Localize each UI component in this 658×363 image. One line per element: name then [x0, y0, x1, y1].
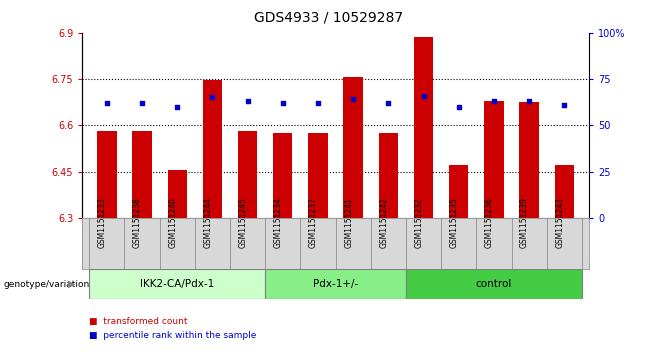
Bar: [238, 131, 257, 218]
Bar: [309, 133, 328, 218]
Point: [559, 102, 570, 108]
Point: [453, 104, 464, 110]
Text: GSM1151235: GSM1151235: [449, 197, 459, 248]
Bar: [273, 133, 292, 218]
Point: [348, 97, 359, 102]
Text: ■  transformed count: ■ transformed count: [89, 317, 188, 326]
Bar: [484, 101, 503, 218]
Bar: [265, 269, 406, 299]
Point: [242, 98, 253, 104]
Text: GSM1151242: GSM1151242: [380, 197, 388, 248]
Bar: [89, 269, 265, 299]
Point: [172, 104, 182, 110]
Point: [313, 100, 323, 106]
Point: [101, 100, 112, 106]
Text: genotype/variation: genotype/variation: [3, 280, 89, 289]
Text: GSM1151232: GSM1151232: [415, 197, 424, 248]
Text: GSM1151238: GSM1151238: [133, 197, 142, 248]
Bar: [414, 37, 433, 218]
Bar: [449, 166, 468, 218]
Bar: [379, 133, 398, 218]
Text: GSM1151241: GSM1151241: [344, 197, 353, 248]
Bar: [168, 170, 187, 218]
Text: ■  percentile rank within the sample: ■ percentile rank within the sample: [89, 331, 256, 340]
Text: GDS4933 / 10529287: GDS4933 / 10529287: [255, 11, 403, 25]
Bar: [132, 131, 152, 218]
Bar: [203, 81, 222, 218]
Text: GSM1151234: GSM1151234: [274, 197, 283, 248]
Text: GSM1151237: GSM1151237: [309, 197, 318, 248]
Point: [383, 100, 393, 106]
Text: GSM1151240: GSM1151240: [168, 197, 177, 248]
Text: IKK2-CA/Pdx-1: IKK2-CA/Pdx-1: [140, 279, 215, 289]
Bar: [555, 166, 574, 218]
Text: GSM1151244: GSM1151244: [203, 197, 213, 248]
Text: ▶: ▶: [68, 279, 76, 289]
Text: GSM1151243: GSM1151243: [555, 197, 565, 248]
Bar: [406, 269, 582, 299]
Point: [137, 100, 147, 106]
Bar: [519, 102, 539, 218]
Bar: [97, 131, 116, 218]
Point: [489, 98, 499, 104]
Text: GSM1151245: GSM1151245: [239, 197, 247, 248]
Point: [207, 95, 218, 101]
Point: [278, 100, 288, 106]
Point: [524, 98, 534, 104]
Text: control: control: [476, 279, 512, 289]
Text: GSM1151236: GSM1151236: [485, 197, 494, 248]
Bar: [343, 77, 363, 218]
Text: GSM1151233: GSM1151233: [98, 197, 107, 248]
Text: GSM1151239: GSM1151239: [520, 197, 529, 248]
Point: [418, 93, 429, 98]
Text: Pdx-1+/-: Pdx-1+/-: [313, 279, 358, 289]
